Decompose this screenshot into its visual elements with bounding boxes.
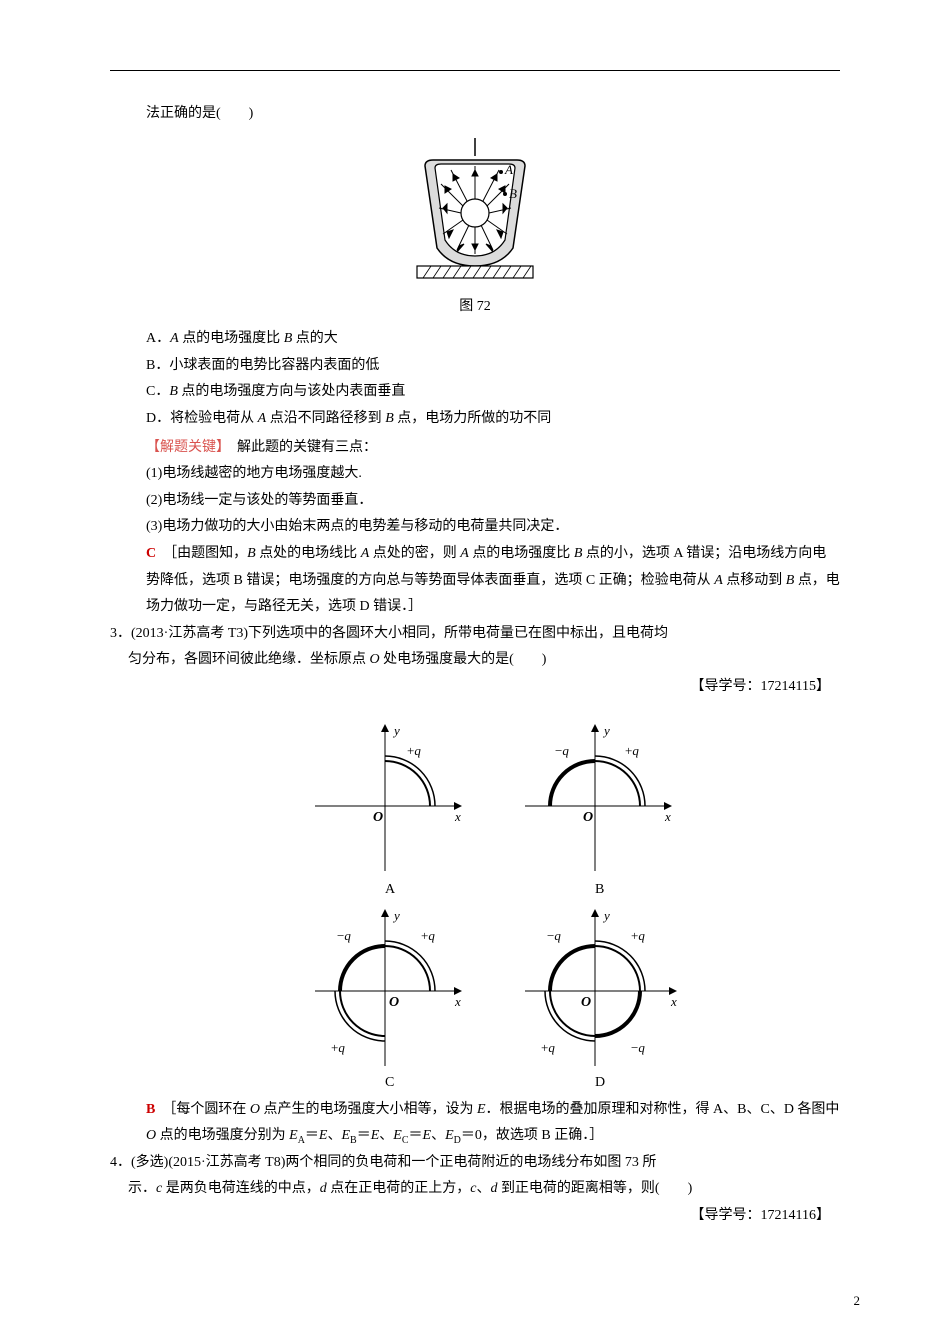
q3-stem-line2: 匀分布，各圆环间彼此绝缘．坐标原点 O 处电场强度最大的是( ) <box>128 647 840 674</box>
svg-text:O: O <box>373 810 383 825</box>
q3-stem-line1: 3．(2013·江苏高考 T3)下列选项中的各圆环大小相同，所带电荷量已在图中标… <box>110 621 840 648</box>
svg-text:+q: +q <box>331 1040 345 1055</box>
svg-text:−q: −q <box>631 1040 645 1055</box>
svg-text:x: x <box>664 809 671 824</box>
q2-key: 【解题关键】 解此题的关键有三点： <box>146 433 840 462</box>
svg-text:+q: +q <box>541 1040 555 1055</box>
svg-text:x: x <box>670 994 677 1009</box>
q2-option-d: D．将检验电荷从 A 点沿不同路径移到 B 点，电场力所做的功不同 <box>146 406 840 433</box>
panel-label-a: A <box>385 882 396 897</box>
q4-stem-line1: 4．(多选)(2015·江苏高考 T8)两个相同的负电荷和一个正电荷附近的电场线… <box>110 1150 840 1177</box>
panel-label-d: D <box>595 1075 605 1090</box>
q2-answer-letter: C <box>146 546 156 561</box>
svg-text:+q: +q <box>625 743 639 758</box>
svg-text:+q: +q <box>631 928 645 943</box>
svg-text:O: O <box>583 810 593 825</box>
q2-option-b: B．小球表面的电势比容器内表面的低 <box>146 353 840 380</box>
figure-72-caption: 图 7­2 <box>110 294 840 321</box>
svg-text:y: y <box>392 723 400 738</box>
svg-text:+q: +q <box>421 928 435 943</box>
svg-text:O: O <box>389 995 399 1010</box>
q2-option-a: A．A 点的电场强度比 B 点的大 <box>146 326 840 353</box>
svg-text:O: O <box>581 995 591 1010</box>
q2-option-c: C．B 点的电场强度方向与该处内表面垂直 <box>146 379 840 406</box>
top-rule <box>110 70 840 71</box>
q2-key-1: (1)电场线越密的地方电场强度越大. <box>146 461 840 488</box>
panel-label-b: B <box>595 882 604 897</box>
svg-text:x: x <box>454 809 461 824</box>
q4-nav-number: 【导学号：17214116】 <box>110 1203 830 1230</box>
q2-key-3: (3)电场力做功的大小由始末两点的电势差与移动的电荷量共同决定． <box>146 514 840 541</box>
svg-text:y: y <box>392 908 400 923</box>
svg-text:−q: −q <box>555 743 569 758</box>
q2-answer: C ［由题图知，B 点处的电场线比 A 点处的密，则 A 点的电场强度比 B 点… <box>146 541 840 621</box>
q3-answer: B ［每个圆环在 O 点产生的电场强度大小相等，设为 E．根据电场的叠加原理和对… <box>146 1097 840 1150</box>
page-number: 2 <box>854 1289 861 1314</box>
panel-label-c: C <box>385 1075 394 1090</box>
svg-text:+q: +q <box>407 743 421 758</box>
svg-text:y: y <box>602 908 610 923</box>
svg-text:B: B <box>509 186 517 201</box>
q3-answer-letter: B <box>146 1102 155 1117</box>
q3-nav-number: 【导学号：17214115】 <box>110 674 830 701</box>
q2-stem-cont: 法正确的是( ) <box>146 101 840 128</box>
q2-key-2: (2)电场线一定与该处的等势面垂直． <box>146 488 840 515</box>
figure-q3: y x O +q A y x O −q +q B <box>110 711 840 1091</box>
svg-text:−q: −q <box>337 928 351 943</box>
svg-text:A: A <box>504 162 513 177</box>
svg-text:x: x <box>454 994 461 1009</box>
q4-stem-line2: 示．c 是两负电荷连线的中点，d 点在正电荷的正上方，c、d 到正电荷的距离相等… <box>128 1176 840 1203</box>
svg-text:−q: −q <box>547 928 561 943</box>
figure-72: A B <box>110 138 840 288</box>
key-label: 【解题关键】 <box>146 438 223 454</box>
svg-text:y: y <box>602 723 610 738</box>
